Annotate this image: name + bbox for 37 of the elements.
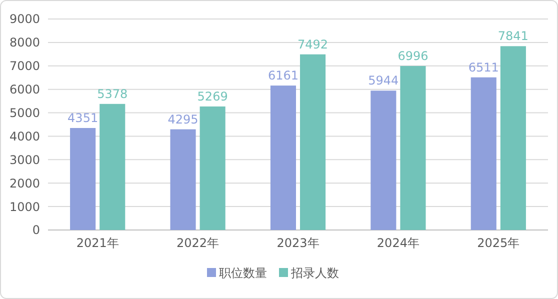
data-label: 5944 bbox=[368, 74, 399, 88]
x-tick-label: 2024年 bbox=[376, 236, 420, 250]
bar bbox=[300, 54, 326, 230]
x-tick-label: 2022年 bbox=[176, 236, 220, 250]
bar bbox=[270, 86, 296, 230]
data-label: 5269 bbox=[197, 89, 228, 104]
y-tick-label: 5000 bbox=[9, 106, 40, 120]
y-tick-label: 0 bbox=[32, 223, 40, 238]
y-tick-label: 2000 bbox=[9, 176, 40, 190]
bar bbox=[370, 90, 396, 230]
bar bbox=[70, 128, 96, 230]
data-label: 6161 bbox=[268, 68, 298, 83]
legend-label: 招录人数 bbox=[290, 266, 339, 280]
y-tick-label: 1000 bbox=[9, 200, 40, 214]
x-tick-label: 2025年 bbox=[477, 236, 520, 250]
data-label: 7492 bbox=[298, 37, 328, 52]
legend-label: 职位数量 bbox=[219, 266, 267, 280]
data-label: 6511 bbox=[468, 60, 499, 74]
y-tick-label: 6000 bbox=[9, 82, 40, 97]
data-label: 7841 bbox=[498, 29, 528, 44]
bar bbox=[500, 46, 526, 230]
data-label: 5378 bbox=[97, 86, 128, 101]
x-tick-label: 2021年 bbox=[76, 236, 119, 250]
data-label: 4295 bbox=[168, 112, 198, 126]
bar bbox=[170, 129, 196, 230]
y-tick-label: 8000 bbox=[9, 36, 40, 50]
bar bbox=[100, 104, 126, 230]
bar bbox=[470, 77, 496, 230]
data-label: 6996 bbox=[398, 48, 428, 63]
y-tick-label: 3000 bbox=[9, 152, 40, 167]
bar bbox=[400, 66, 426, 230]
y-tick-label: 9000 bbox=[9, 12, 40, 26]
y-tick-label: 4000 bbox=[9, 129, 40, 144]
y-tick-label: 7000 bbox=[9, 59, 40, 74]
bar bbox=[200, 106, 226, 230]
data-label: 4351 bbox=[68, 110, 98, 125]
x-tick-label: 2023年 bbox=[276, 236, 320, 250]
